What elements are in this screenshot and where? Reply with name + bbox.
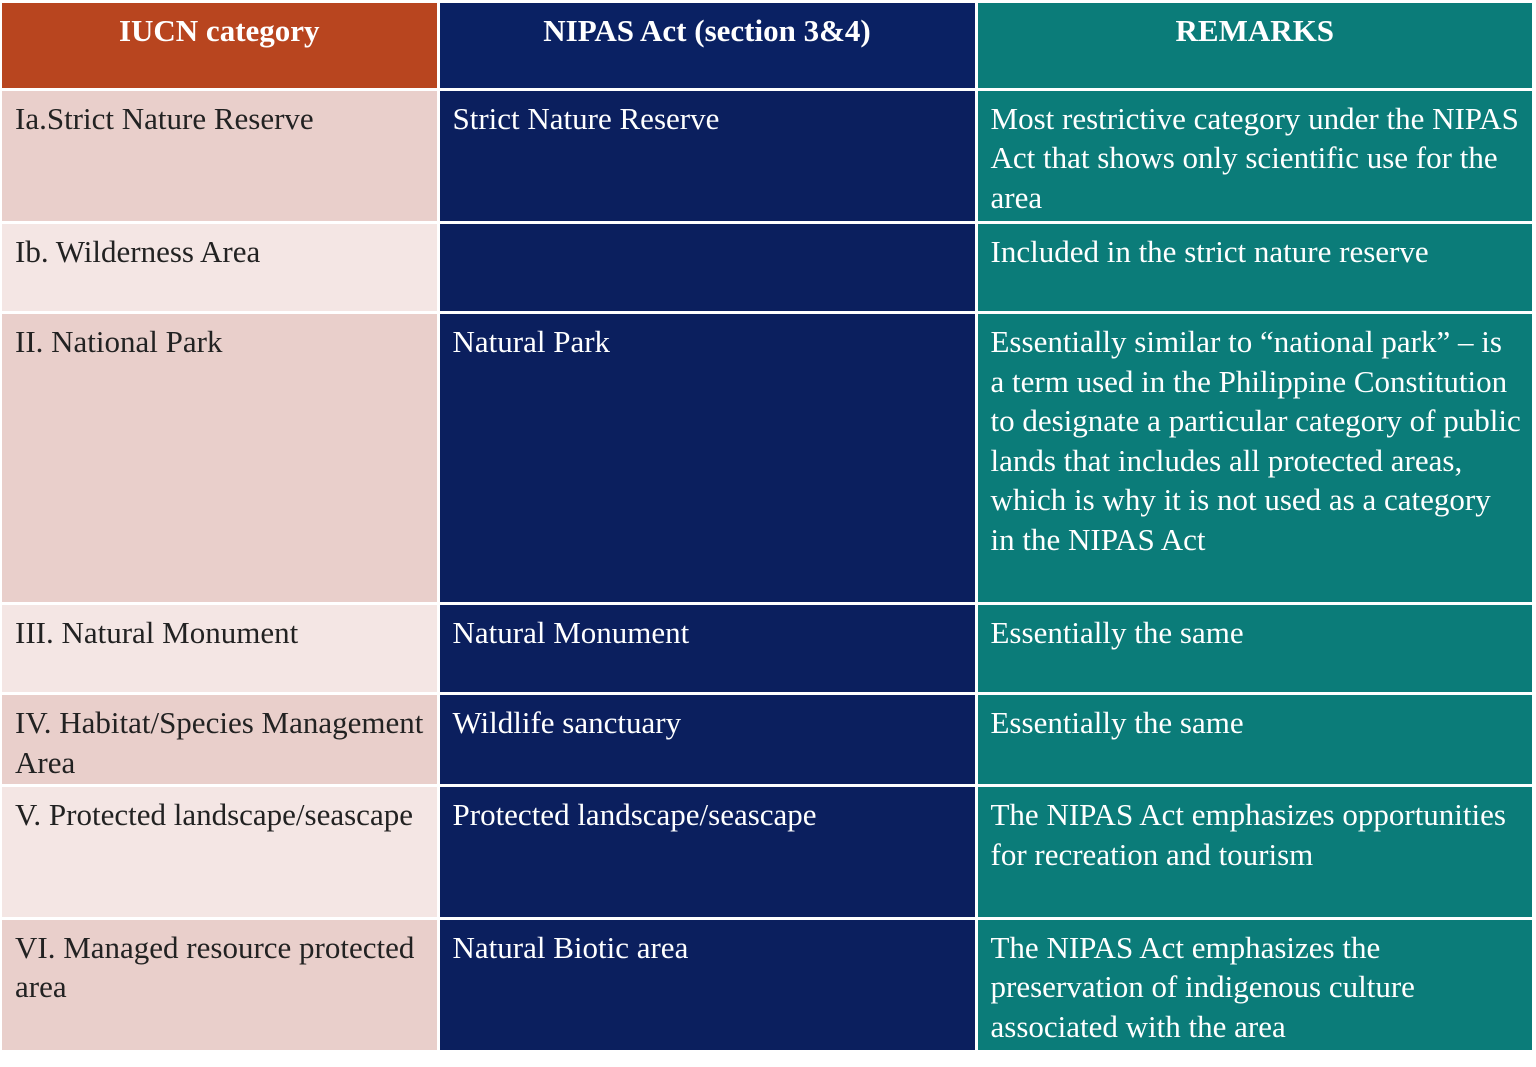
nipas-cell: Protected landscape/seascape bbox=[436, 784, 978, 920]
comparison-table-container: IUCN category NIPAS Act (section 3&4) RE… bbox=[2, 3, 1532, 1054]
remarks-cell: Essentially similar to “national park” –… bbox=[974, 311, 1532, 605]
remarks-cell: Essentially the same bbox=[974, 692, 1532, 788]
iucn-cell: IV. Habitat/Species Management Area bbox=[2, 692, 440, 788]
remarks-cell: The NIPAS Act emphasizes opportunities f… bbox=[974, 784, 1532, 920]
comparison-table: IUCN category NIPAS Act (section 3&4) RE… bbox=[2, 3, 1532, 1054]
header-nipas-act: NIPAS Act (section 3&4) bbox=[436, 3, 978, 91]
iucn-cell: II. National Park bbox=[2, 311, 440, 605]
table-row: V. Protected landscape/seascape Protecte… bbox=[2, 784, 1532, 920]
nipas-cell: Natural Monument bbox=[436, 601, 978, 696]
nipas-cell: Wildlife sanctuary bbox=[436, 692, 978, 788]
header-iucn-category: IUCN category bbox=[2, 3, 440, 91]
table-row: VI. Managed resource protected area Natu… bbox=[2, 916, 1532, 1054]
remarks-cell: Included in the strict nature reserve bbox=[974, 220, 1532, 315]
nipas-cell: Natural Park bbox=[436, 311, 978, 605]
header-row: IUCN category NIPAS Act (section 3&4) RE… bbox=[2, 3, 1532, 91]
remarks-cell: The NIPAS Act emphasizes the preservatio… bbox=[974, 916, 1532, 1054]
remarks-cell: Essentially the same bbox=[974, 601, 1532, 696]
table-row: Ia.Strict Nature Reserve Strict Nature R… bbox=[2, 87, 1532, 224]
iucn-cell: Ib. Wilderness Area bbox=[2, 220, 440, 315]
iucn-cell: VI. Managed resource protected area bbox=[2, 916, 440, 1054]
iucn-cell: III. Natural Monument bbox=[2, 601, 440, 696]
iucn-cell: V. Protected landscape/seascape bbox=[2, 784, 440, 920]
nipas-cell: Natural Biotic area bbox=[436, 916, 978, 1054]
table-row: Ib. Wilderness Area Included in the stri… bbox=[2, 220, 1532, 315]
nipas-cell bbox=[436, 220, 978, 315]
iucn-cell: Ia.Strict Nature Reserve bbox=[2, 87, 440, 224]
table-row: II. National Park Natural Park Essential… bbox=[2, 311, 1532, 605]
header-remarks: REMARKS bbox=[974, 3, 1532, 91]
table-row: III. Natural Monument Natural Monument E… bbox=[2, 601, 1532, 696]
table-row: IV. Habitat/Species Management Area Wild… bbox=[2, 692, 1532, 788]
nipas-cell: Strict Nature Reserve bbox=[436, 87, 978, 224]
remarks-cell: Most restrictive category under the NIPA… bbox=[974, 87, 1532, 224]
